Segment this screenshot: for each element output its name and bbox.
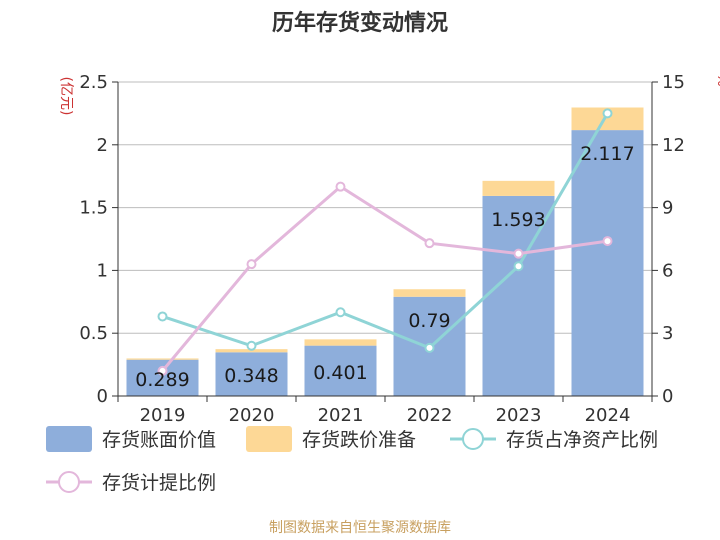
legend-swatch bbox=[46, 426, 92, 452]
legend-swatch bbox=[246, 426, 292, 452]
left-tick-label: 0 bbox=[97, 386, 108, 407]
left-tick-label: 0.5 bbox=[79, 323, 108, 344]
bar-book-value bbox=[482, 195, 555, 396]
line-series bbox=[157, 108, 613, 376]
bar-impairment bbox=[571, 107, 644, 131]
bar-book-value bbox=[571, 130, 644, 396]
bar-value-label: 0.401 bbox=[313, 362, 367, 384]
x-tick-label: 2024 bbox=[585, 405, 631, 426]
line-point bbox=[335, 307, 346, 318]
line-point bbox=[157, 365, 168, 376]
legend-label: 存货占净资产比例 bbox=[506, 429, 658, 451]
right-tick-label: 12 bbox=[662, 135, 685, 156]
gridlines bbox=[118, 81, 652, 334]
bar-data-labels: 0.289 0.348 0.401 0.79 1.593 2.117 bbox=[135, 143, 634, 391]
bar-book-value bbox=[215, 352, 288, 396]
right-tick-label: 9 bbox=[662, 198, 673, 219]
source-note: 制图数据来自恒生聚源数据库 bbox=[269, 520, 451, 536]
left-tick-label: 2 bbox=[97, 135, 108, 156]
line-point bbox=[602, 108, 613, 119]
line-inventory-to-net-assets bbox=[162, 112, 609, 350]
bar-impairment bbox=[482, 180, 555, 196]
legend-label: 存货跌价准备 bbox=[302, 429, 416, 451]
line-point bbox=[513, 261, 524, 272]
bar-value-label: 1.593 bbox=[491, 209, 545, 231]
x-tick-label: 2020 bbox=[229, 405, 275, 426]
x-tick-label: 2021 bbox=[318, 405, 364, 426]
line-provision-ratio bbox=[161, 184, 608, 372]
left-axis-unit: (亿元) bbox=[58, 77, 74, 116]
right-axis-unit: % bbox=[714, 73, 720, 86]
right-tick-label: 15 bbox=[662, 72, 685, 93]
legend-marker bbox=[462, 428, 484, 450]
right-tick-label: 6 bbox=[662, 260, 673, 281]
bar-value-label: 0.79 bbox=[408, 310, 450, 332]
right-tick-label: 0 bbox=[662, 386, 673, 407]
chart-title: 历年存货变动情况 bbox=[272, 10, 448, 36]
line-point bbox=[246, 340, 257, 351]
right-tick-label: 3 bbox=[662, 323, 673, 344]
bar-value-label: 2.117 bbox=[580, 143, 634, 165]
x-tick-label: 2023 bbox=[496, 405, 542, 426]
line-point bbox=[602, 236, 613, 247]
bar-impairment bbox=[393, 289, 466, 297]
bar-book-value bbox=[304, 345, 377, 396]
bar-series bbox=[126, 107, 644, 396]
bar-impairment bbox=[126, 358, 199, 360]
x-tick-label: 2019 bbox=[140, 405, 186, 426]
bar-book-value bbox=[126, 359, 199, 396]
x-tick-label: 2022 bbox=[407, 405, 453, 426]
legend-label: 存货账面价值 bbox=[102, 429, 216, 451]
line-point bbox=[157, 311, 168, 322]
left-tick-label: 1.5 bbox=[79, 198, 108, 219]
legend-label: 存货计提比例 bbox=[102, 472, 216, 494]
axes: 0 0.5 1 1.5 2 2.5 0 3 6 9 12 15 2019 2020 2021 2022 2023… bbox=[79, 72, 685, 426]
line-point bbox=[246, 259, 257, 270]
bar-value-label: 0.348 bbox=[224, 365, 278, 387]
line-point bbox=[424, 342, 435, 353]
legend-marker bbox=[58, 471, 80, 493]
line-point bbox=[424, 238, 435, 249]
bar-value-label: 0.289 bbox=[135, 369, 189, 391]
line-point bbox=[335, 181, 346, 192]
line-point bbox=[513, 248, 524, 259]
left-tick-label: 1 bbox=[97, 260, 108, 281]
left-tick-label: 2.5 bbox=[79, 72, 108, 93]
bar-impairment bbox=[304, 339, 377, 346]
